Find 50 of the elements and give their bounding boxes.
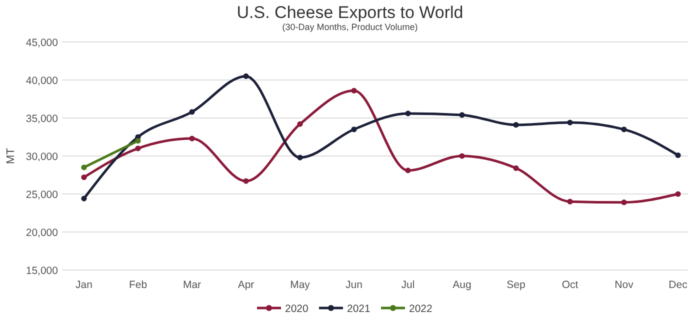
x-tick-label: Jan [76,279,93,291]
point [567,120,573,126]
point [513,165,519,171]
point [81,196,87,202]
point [351,126,357,132]
point [405,168,411,174]
point [81,174,87,180]
x-tick-label: Jul [401,279,415,291]
point [189,136,195,142]
point [81,164,87,170]
point [243,73,249,79]
point [405,110,411,116]
y-tick-label: 30,000 [26,151,58,163]
x-tick-label: Feb [128,279,148,291]
point [459,153,465,159]
y-tick-label: 15,000 [26,265,58,277]
x-tick-label: May [290,279,311,291]
point [621,126,627,132]
x-tick-label: Jun [346,279,363,291]
point [135,146,141,152]
point [297,154,303,160]
point [621,200,627,206]
legend-label: 2022 [409,303,433,315]
y-tick-label: 35,000 [26,113,58,125]
y-tick-label: 20,000 [26,227,58,239]
x-tick-label: Dec [668,279,688,291]
point [567,198,573,204]
x-tick-label: Mar [182,279,202,291]
x-tick-label: Apr [238,279,255,291]
y-tick-label: 40,000 [26,75,58,87]
y-tick-label: 45,000 [26,37,58,49]
y-axis-title: MT [5,148,17,164]
point [675,152,681,158]
x-tick-label: Sep [506,279,526,291]
y-tick-label: 25,000 [26,189,58,201]
point [513,122,519,128]
point [459,112,465,118]
point [351,88,357,94]
point [243,178,249,184]
x-tick-label: Aug [452,279,472,291]
point [135,138,141,144]
x-tick-label: Nov [614,279,634,291]
chart-subtitle: (30-Day Months, Product Volume) [282,22,418,32]
legend-label: 2020 [285,303,309,315]
point [297,121,303,127]
point [675,191,681,197]
point [189,109,195,115]
legend-label: 2021 [347,303,371,315]
x-tick-label: Oct [562,279,578,291]
chart-title: U.S. Cheese Exports to World [236,3,464,22]
